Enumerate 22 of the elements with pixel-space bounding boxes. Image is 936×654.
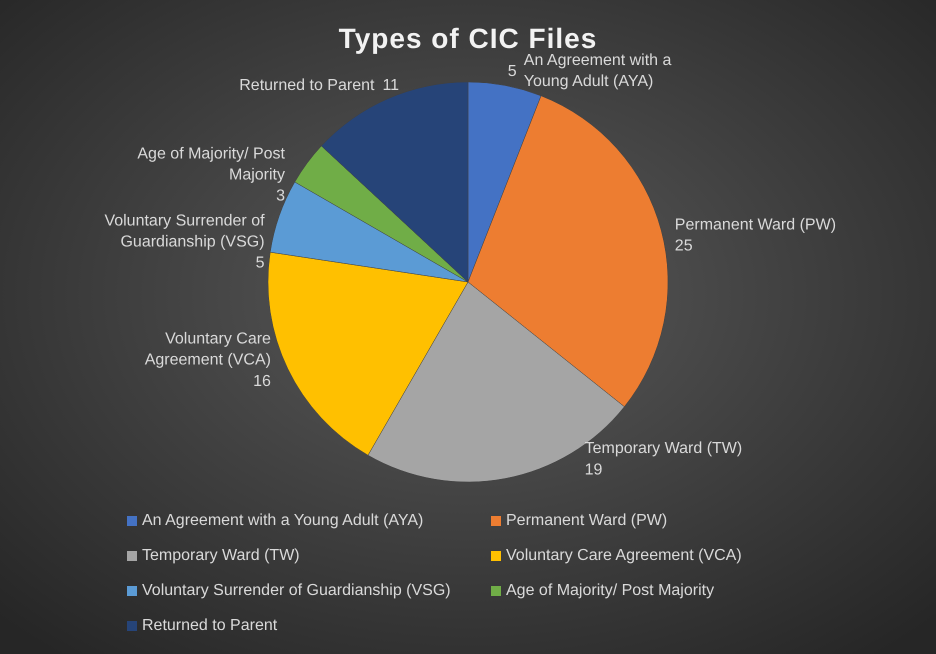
data-label: 25	[674, 238, 693, 255]
legend-label: Voluntary Surrender of Guardianship (VSG)	[142, 582, 451, 600]
legend-label: Temporary Ward (TW)	[142, 547, 300, 564]
legend-label: Returned to Parent	[142, 617, 278, 634]
slice-label: Permanent Ward (PW)	[674, 216, 836, 234]
data-label: 11	[382, 77, 400, 94]
slice-label: Voluntary Care Agreement (VCA)	[144, 330, 272, 369]
category-label: Permanent Ward (PW)	[506, 512, 668, 530]
slice-label: Returned to Parent	[239, 77, 375, 94]
slice-label: Temporary Ward (TW)	[584, 440, 742, 458]
slice-label: An Agreement with a Young Adult (AYA)	[524, 52, 672, 90]
chart-title: Types of CIC Files	[338, 23, 598, 54]
data-label: 3	[276, 188, 286, 205]
legend-label: Voluntary Care Agreement (VCA)	[506, 547, 742, 564]
legend-label: Age of Majority/ Post Majority	[506, 582, 714, 600]
data-label: 19	[584, 461, 602, 478]
legend-label: An Agreement with a Young Adult (AYA)	[142, 512, 424, 530]
slice-label: Age of Majority/ Post Majority	[137, 146, 286, 184]
data-label: 5	[508, 62, 517, 80]
data-label: 16	[253, 372, 272, 390]
slice-label: Voluntary Surrender of Guardianship (VSG)	[104, 212, 266, 251]
data-label: 5	[256, 254, 265, 272]
